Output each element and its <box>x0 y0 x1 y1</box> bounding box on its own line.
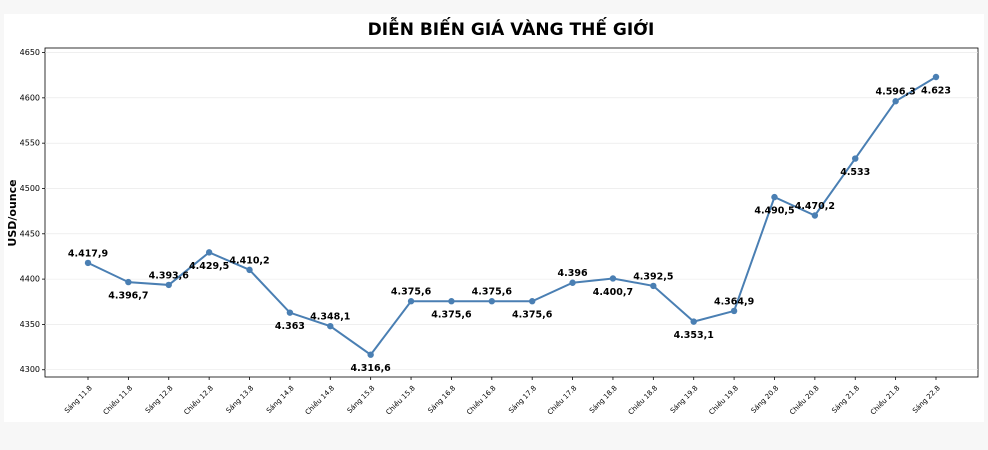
data-label: 4.596,3 <box>875 87 915 98</box>
data-label: 4.417,9 <box>68 248 108 259</box>
data-point <box>650 282 657 290</box>
data-label: 4.429,5 <box>189 261 229 272</box>
data-label: 4.353,1 <box>674 330 714 341</box>
data-label: 4.375,6 <box>431 310 472 321</box>
data-point <box>448 298 455 305</box>
data-point <box>205 249 213 256</box>
data-point <box>367 351 374 358</box>
data-label: 4.375,6 <box>512 310 553 321</box>
data-point <box>488 298 496 305</box>
y-tick-label: 4450 <box>20 229 40 238</box>
y-tick-label: 4300 <box>20 365 40 374</box>
y-tick-label: 4650 <box>20 48 40 57</box>
y-axis-label: USD/ounce <box>6 179 19 246</box>
data-point <box>811 212 819 219</box>
data-point <box>771 193 778 201</box>
data-point <box>892 98 899 105</box>
data-point <box>690 318 697 325</box>
data-point <box>165 281 172 289</box>
plot-frame <box>44 47 979 378</box>
data-label: 4.316,6 <box>351 363 392 374</box>
data-point <box>125 278 132 286</box>
data-line <box>87 76 937 357</box>
data-point <box>609 275 617 282</box>
data-point <box>407 298 415 305</box>
data-label: 4.623 <box>921 86 951 97</box>
data-point <box>286 309 294 316</box>
chart-title: DIỄN BIẾN GIÁ VÀNG THẾ GIỚI <box>368 15 655 40</box>
data-point <box>246 266 253 274</box>
data-point <box>852 155 859 162</box>
data-point <box>84 259 92 267</box>
data-label: 4.375,6 <box>472 287 513 298</box>
data-label: 4.348,1 <box>310 312 350 323</box>
data-point <box>528 298 536 305</box>
data-label: 4.490,5 <box>754 206 794 217</box>
y-tick-label: 4550 <box>20 139 40 148</box>
data-point <box>730 307 738 315</box>
data-label: 4.410,2 <box>229 255 269 266</box>
data-point <box>569 279 576 286</box>
data-label: 4.533 <box>840 167 870 178</box>
data-label: 4.363 <box>275 321 305 332</box>
data-label: 4.470,2 <box>795 201 835 212</box>
data-label: 4.396,7 <box>108 291 148 302</box>
data-point <box>932 73 940 81</box>
data-point <box>327 322 334 330</box>
y-tick-label: 4350 <box>20 320 40 329</box>
y-tick-label: 4500 <box>20 184 40 193</box>
data-label: 4.364,9 <box>714 296 754 307</box>
data-label: 4.396 <box>558 268 588 279</box>
chart-panel <box>4 14 984 422</box>
data-label: 4.400,7 <box>593 287 633 298</box>
data-label: 4.393,6 <box>149 270 190 281</box>
y-tick-label: 4600 <box>20 93 40 102</box>
data-label: 4.375,6 <box>391 287 432 298</box>
y-tick-label: 4400 <box>20 275 40 284</box>
data-label: 4.392,5 <box>633 271 673 282</box>
